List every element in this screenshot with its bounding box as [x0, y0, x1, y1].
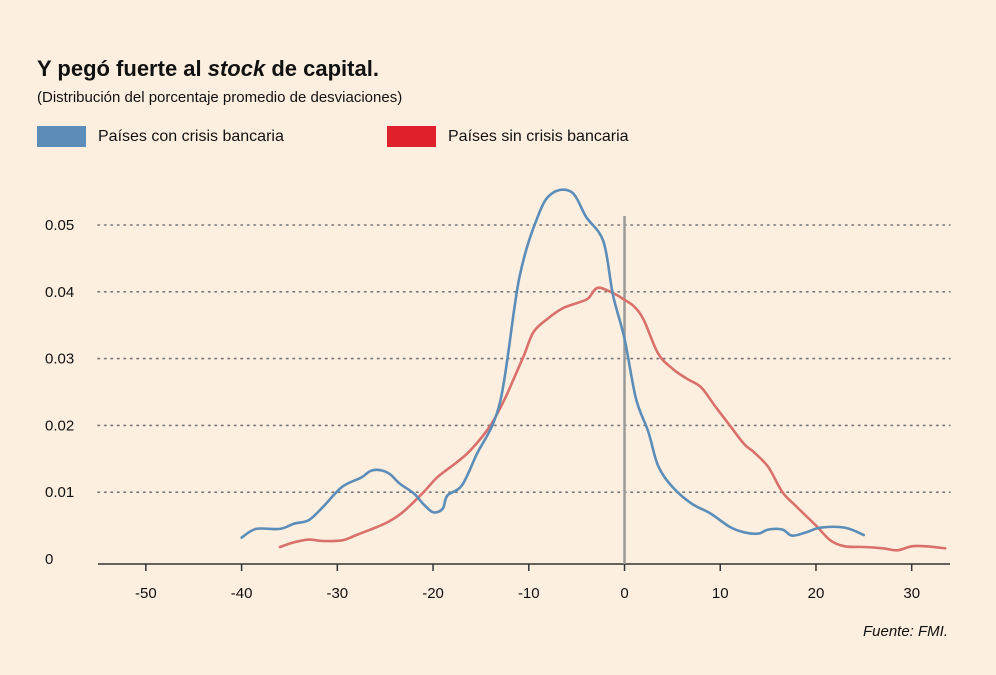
title-emphasis: stock	[207, 56, 266, 81]
title-suffix: de capital.	[265, 56, 379, 81]
chart-title: Y pegó fuerte al stock de capital.	[37, 56, 379, 82]
x-tick-label: -10	[518, 585, 540, 602]
legend-label-con-crisis: Países con crisis bancaria	[98, 127, 284, 145]
y-tick-label: 0.01	[45, 484, 74, 501]
x-tick-label: 30	[903, 585, 920, 602]
source-note: Fuente: FMI.	[862, 623, 948, 640]
legend-item-con-crisis: Países con crisis bancaria	[37, 126, 284, 147]
y-tick-label: 0.03	[45, 351, 74, 368]
x-tick-label: 10	[712, 585, 729, 602]
title-prefix: Y pegó fuerte al	[37, 56, 208, 81]
legend-swatch-con-crisis	[37, 126, 86, 147]
x-tick-label: -30	[326, 585, 348, 602]
axis-layer: 0 0.01 0.02 0.03 0.04 0.05 -50 -40 -30 -20 -10 0 10 2…	[45, 216, 950, 602]
x-tick-label: -40	[231, 585, 253, 602]
grid-layer	[97, 224, 951, 494]
x-tick-label: -50	[135, 585, 157, 602]
legend-item-sin-crisis: Países sin crisis bancaria	[387, 126, 629, 147]
y-tick-label: 0.04	[45, 284, 74, 301]
x-tick-label: -20	[422, 585, 444, 602]
legend: Países con crisis bancaria Países sin cr…	[0, 126, 996, 148]
x-tick-label: 20	[808, 585, 825, 602]
series-line-sin-crisis	[278, 286, 947, 552]
legend-swatch-sin-crisis	[387, 126, 436, 147]
y-tick-label: 0	[45, 551, 53, 568]
y-tick-label: 0.02	[45, 417, 74, 434]
y-tick-label: 0.05	[45, 217, 74, 234]
series-line-con-crisis	[240, 188, 866, 539]
chart-subtitle: (Distribución del porcentaje promedio de…	[37, 89, 403, 106]
x-tick-label: 0	[620, 585, 628, 602]
series-layer	[240, 188, 947, 552]
legend-label-sin-crisis: Países sin crisis bancaria	[448, 127, 629, 145]
